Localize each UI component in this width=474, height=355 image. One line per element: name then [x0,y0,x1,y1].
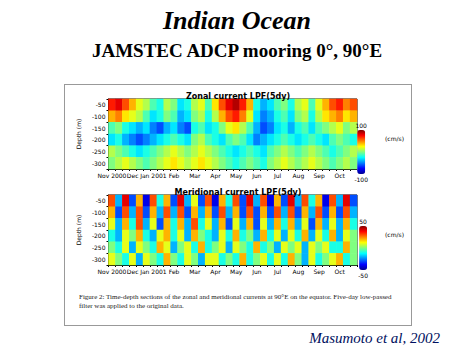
svg-text:Zonal current LPF(5dy): Zonal current LPF(5dy) [186,92,290,101]
svg-text:(cm/s): (cm/s) [385,135,404,142]
svg-text:Nov 2000: Nov 2000 [98,268,127,275]
svg-text:Apr: Apr [210,172,221,180]
svg-text:Oct: Oct [335,268,346,275]
svg-text:Aug: Aug [292,172,304,180]
svg-text:Sep: Sep [313,268,325,276]
svg-text:Dec: Dec [127,268,139,275]
svg-text:-250: -250 [92,148,106,155]
svg-text:-150: -150 [92,221,106,228]
svg-text:Sep: Sep [313,172,325,180]
svg-text:-100: -100 [354,176,368,183]
svg-text:50: 50 [359,218,367,225]
svg-text:-50: -50 [96,197,106,204]
svg-text:-250: -250 [92,244,106,251]
svg-text:Aug: Aug [292,268,304,276]
html-text:Masumoto et al, 2002: Masumoto et al, 2002 [309,330,440,346]
svg-text:(cm/s): (cm/s) [385,231,404,238]
svg-text:-50: -50 [358,272,368,279]
svg-text:Depth (m): Depth (m) [75,215,83,246]
svg-text:Mar: Mar [189,172,201,179]
svg-text:Feb: Feb [169,172,180,179]
svg-text:Mar: Mar [189,268,201,275]
svg-text:Nov 2000: Nov 2000 [98,172,127,179]
svg-text:Jan 2001: Jan 2001 [139,268,167,276]
svg-text:Dec: Dec [127,172,139,179]
svg-text:Jun: Jun [251,268,262,276]
svg-text:Oct: Oct [335,172,346,179]
svg-text:Meridional current LPF(5dy): Meridional current LPF(5dy) [175,188,302,197]
svg-text:Depth (m): Depth (m) [75,119,83,150]
svg-text:Jan 2001: Jan 2001 [139,172,167,180]
svg-text:-100: -100 [92,113,106,120]
html-text:Figure 2: Time-depth sections: Figure 2: Time-depth sections of the zon… [79,293,392,310]
svg-text:-200: -200 [92,232,106,239]
svg-text:100: 100 [355,122,367,129]
svg-text:Apr: Apr [210,268,221,276]
svg-text:May: May [230,268,243,276]
svg-text:-300: -300 [92,160,106,167]
svg-text:-300: -300 [92,256,106,263]
svg-text:-50: -50 [96,101,106,108]
html-text:JAMSTEC ADCP mooring 0°, 90°E: JAMSTEC ADCP mooring 0°, 90°E [91,40,383,61]
svg-text:-100: -100 [92,209,106,216]
svg-text:May: May [230,172,243,180]
html-text:Indian Ocean: Indian Ocean [163,6,311,35]
svg-text:-200: -200 [92,136,106,143]
svg-text:Jul: Jul [273,172,282,180]
svg-text:Jun: Jun [251,172,262,180]
svg-text:Feb: Feb [169,268,180,275]
svg-text:-150: -150 [92,125,106,132]
svg-text:Jul: Jul [273,268,282,276]
